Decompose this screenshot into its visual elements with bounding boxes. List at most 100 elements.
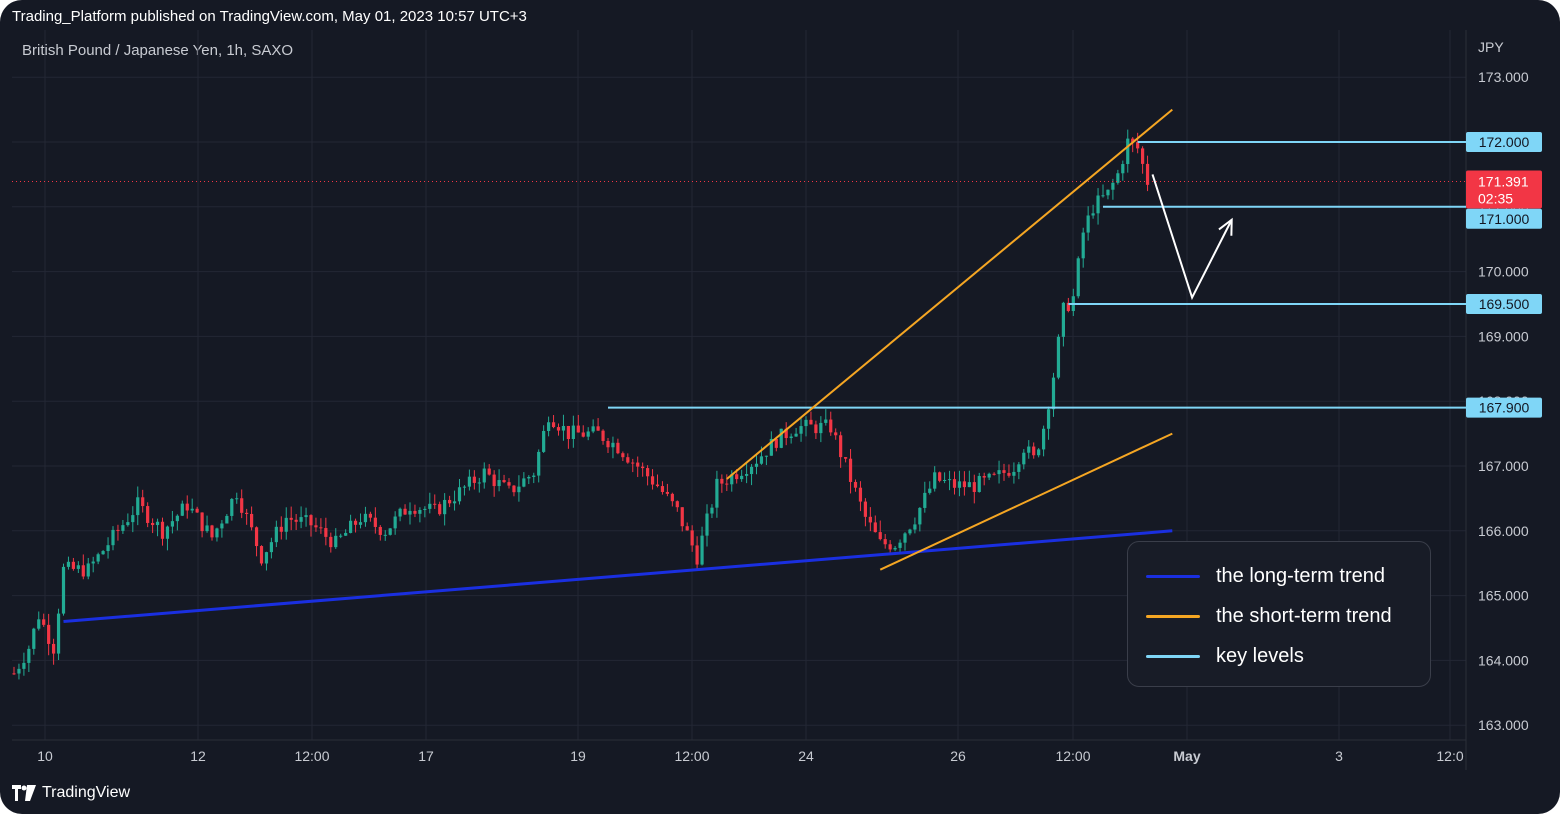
candle-body (1002, 470, 1006, 473)
candle-body (309, 515, 313, 526)
candle-body (814, 424, 818, 434)
price-tick-label: 170.000 (1478, 264, 1529, 280)
candle-body (304, 515, 308, 518)
time-tick-label: 19 (570, 748, 586, 764)
candle-body (289, 517, 293, 520)
candle-body (160, 521, 165, 539)
candle-body (735, 474, 739, 480)
candle-body (1145, 163, 1150, 185)
candle-body (428, 503, 432, 509)
candle-body (136, 497, 140, 516)
candle-body (725, 483, 729, 485)
candle-body (180, 503, 184, 516)
candle-body (977, 475, 981, 492)
candle-body (1091, 213, 1095, 216)
price-tick-label: 167.000 (1478, 458, 1529, 474)
candle-body (898, 542, 902, 548)
legend-swatch-key-levels (1146, 654, 1200, 658)
candle-body (794, 433, 798, 437)
candle-body (908, 529, 912, 534)
candle-body (829, 419, 833, 433)
candle-body (383, 534, 387, 536)
brand-name: TradingView (42, 784, 131, 801)
candle-body (408, 510, 412, 515)
projection-arrow (1151, 174, 1233, 301)
candle-body (774, 438, 778, 448)
candle-body (507, 482, 511, 486)
candle-body (913, 524, 917, 530)
candle-body (883, 539, 887, 545)
candle-body (443, 499, 447, 515)
candle-body (655, 484, 660, 487)
candle-body (1121, 164, 1125, 174)
candle-body (1126, 138, 1130, 165)
candle-body (151, 522, 155, 526)
candle-body (235, 498, 239, 500)
candle-body (1081, 232, 1085, 259)
candle-body (952, 479, 957, 488)
candle-body (467, 476, 471, 487)
candle-body (581, 432, 585, 437)
candle-body (462, 486, 467, 488)
brand[interactable]: TradingView (12, 784, 130, 802)
candle-body (1096, 195, 1100, 214)
candle-body (834, 432, 838, 436)
publish-header: Trading_Platform published on TradingVie… (12, 8, 527, 25)
candle-body (641, 466, 645, 469)
price-tick-label: 163.000 (1478, 717, 1529, 733)
candle-body (962, 481, 966, 488)
candle-body (1076, 258, 1080, 297)
candle-body (91, 561, 95, 564)
candle-body (1136, 142, 1140, 149)
candle-body (1051, 377, 1056, 410)
candle-body (388, 528, 392, 535)
time-tick-label: 26 (950, 748, 966, 764)
candle-body (47, 624, 51, 644)
candle-body (839, 435, 843, 458)
candle-body (705, 513, 709, 536)
time-axis: 10 12 12:00 17 19 12:00 24 26 12:00 May 3 12:0 (37, 748, 1464, 764)
candle-body (542, 430, 546, 452)
candle-body (769, 438, 773, 456)
candle-body (591, 426, 595, 432)
candle-body (873, 522, 877, 533)
candle-body (170, 521, 174, 527)
candle-body (492, 474, 496, 487)
candle-body (1032, 446, 1036, 456)
candle-body (438, 504, 442, 515)
candle-body (1116, 173, 1120, 183)
candle-body (146, 506, 150, 523)
candle-body (131, 515, 135, 523)
candle-body (220, 523, 224, 529)
candle-body (101, 551, 105, 555)
candle-body (650, 476, 655, 485)
candle-body (982, 475, 986, 478)
candle-body (457, 487, 462, 502)
candle-body (636, 462, 640, 467)
candle-body (809, 419, 813, 425)
candle-body (1027, 446, 1031, 453)
candle-body (294, 519, 298, 522)
candle-body (76, 565, 80, 569)
candle-body (17, 668, 21, 674)
candle-body (279, 526, 283, 532)
candle-body (665, 491, 669, 494)
candle-body (522, 478, 526, 487)
time-tick-label: 12:00 (674, 748, 709, 764)
candle-body (804, 419, 808, 427)
price-tick-label: 164.000 (1478, 652, 1529, 668)
key-level-badge (1466, 294, 1542, 314)
candle-body (52, 643, 56, 654)
time-tick-label: 3 (1335, 748, 1343, 764)
candle-body (96, 554, 100, 562)
candle-body (56, 613, 61, 654)
candle-body (903, 533, 907, 543)
time-tick-label: 12:00 (294, 748, 329, 764)
time-tick-label: May (1173, 748, 1200, 764)
tradingview-logo-icon (12, 785, 36, 801)
candle-body (527, 476, 531, 479)
candle-body (764, 455, 768, 457)
candle-body (1131, 138, 1135, 143)
